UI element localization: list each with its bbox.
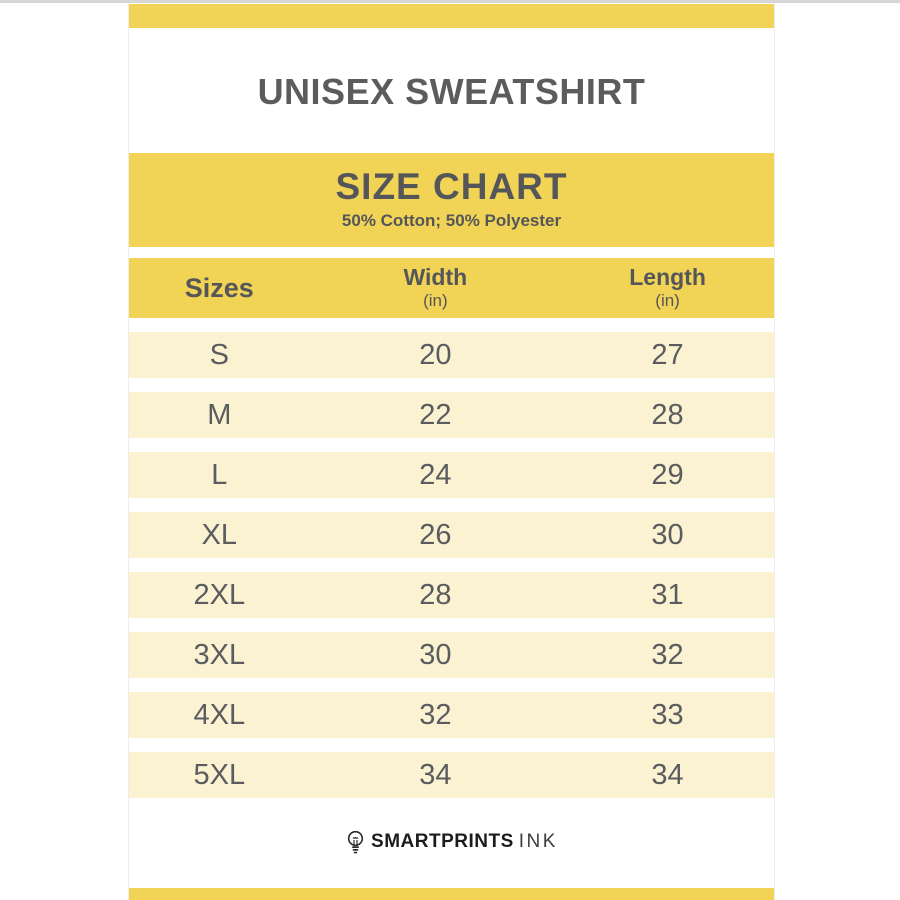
width-cell: 30 (419, 638, 452, 671)
length-cell: 29 (651, 458, 684, 491)
table-row: L 24 29 (129, 452, 774, 498)
size-cell: 4XL (193, 698, 246, 731)
width-cell: 26 (419, 518, 452, 551)
lightbulb-icon (345, 829, 366, 855)
brand-name-light: INK (518, 831, 558, 852)
table-header-row: Sizes Width (in) Length (in) (129, 258, 774, 318)
width-cell: 20 (419, 338, 452, 371)
width-cell: 34 (419, 758, 452, 791)
table-row: XL 26 30 (129, 512, 774, 558)
length-header-unit: (in) (655, 291, 680, 311)
sizes-header-label: Sizes (184, 272, 254, 303)
banner-subtitle: 50% Cotton; 50% Polyester (341, 211, 562, 230)
size-cell: S (209, 338, 229, 371)
width-cell: 24 (419, 458, 452, 491)
top-accent-bar (129, 4, 774, 28)
size-cell: 2XL (193, 578, 246, 611)
width-header-unit: (in) (423, 291, 448, 311)
size-cell: M (207, 398, 232, 431)
size-cell: 3XL (193, 638, 246, 671)
size-cell: XL (201, 518, 238, 551)
brand-footer: SMARTPRINTS INK (129, 826, 774, 858)
table-row: 4XL 32 33 (129, 692, 774, 738)
brand-name-bold: SMARTPRINTS (371, 831, 514, 852)
size-cell: L (211, 458, 228, 491)
table-row: 2XL 28 31 (129, 572, 774, 618)
width-cell: 32 (419, 698, 452, 731)
size-chart-banner: SIZE CHART 50% Cotton; 50% Polyester (129, 153, 774, 247)
banner-title: SIZE CHART (335, 166, 568, 207)
table-row: S 20 27 (129, 332, 774, 378)
width-cell: 28 (419, 578, 452, 611)
table-body: S 20 27 M 22 28 L 24 29 XL 26 30 2XL 28 (129, 332, 774, 812)
length-cell: 27 (651, 338, 684, 371)
size-cell: 5XL (193, 758, 246, 791)
top-border-line (0, 0, 900, 3)
column-header-sizes: Sizes (129, 273, 310, 304)
width-header-label: Width (403, 264, 468, 290)
length-header-label: Length (629, 264, 706, 290)
length-cell: 33 (651, 698, 684, 731)
length-cell: 30 (651, 518, 684, 551)
width-cell: 22 (419, 398, 452, 431)
table-row: 5XL 34 34 (129, 752, 774, 798)
length-cell: 31 (651, 578, 684, 611)
table-row: 3XL 30 32 (129, 632, 774, 678)
length-cell: 32 (651, 638, 684, 671)
content-card: UNISEX SWEATSHIRT SIZE CHART 50% Cotton;… (128, 3, 775, 900)
column-header-width: Width (in) (310, 264, 562, 311)
column-header-length: Length (in) (561, 264, 774, 311)
table-row: M 22 28 (129, 392, 774, 438)
page-title: UNISEX SWEATSHIRT (257, 71, 646, 112)
bottom-accent-bar (129, 888, 774, 900)
length-cell: 34 (651, 758, 684, 791)
length-cell: 28 (651, 398, 684, 431)
